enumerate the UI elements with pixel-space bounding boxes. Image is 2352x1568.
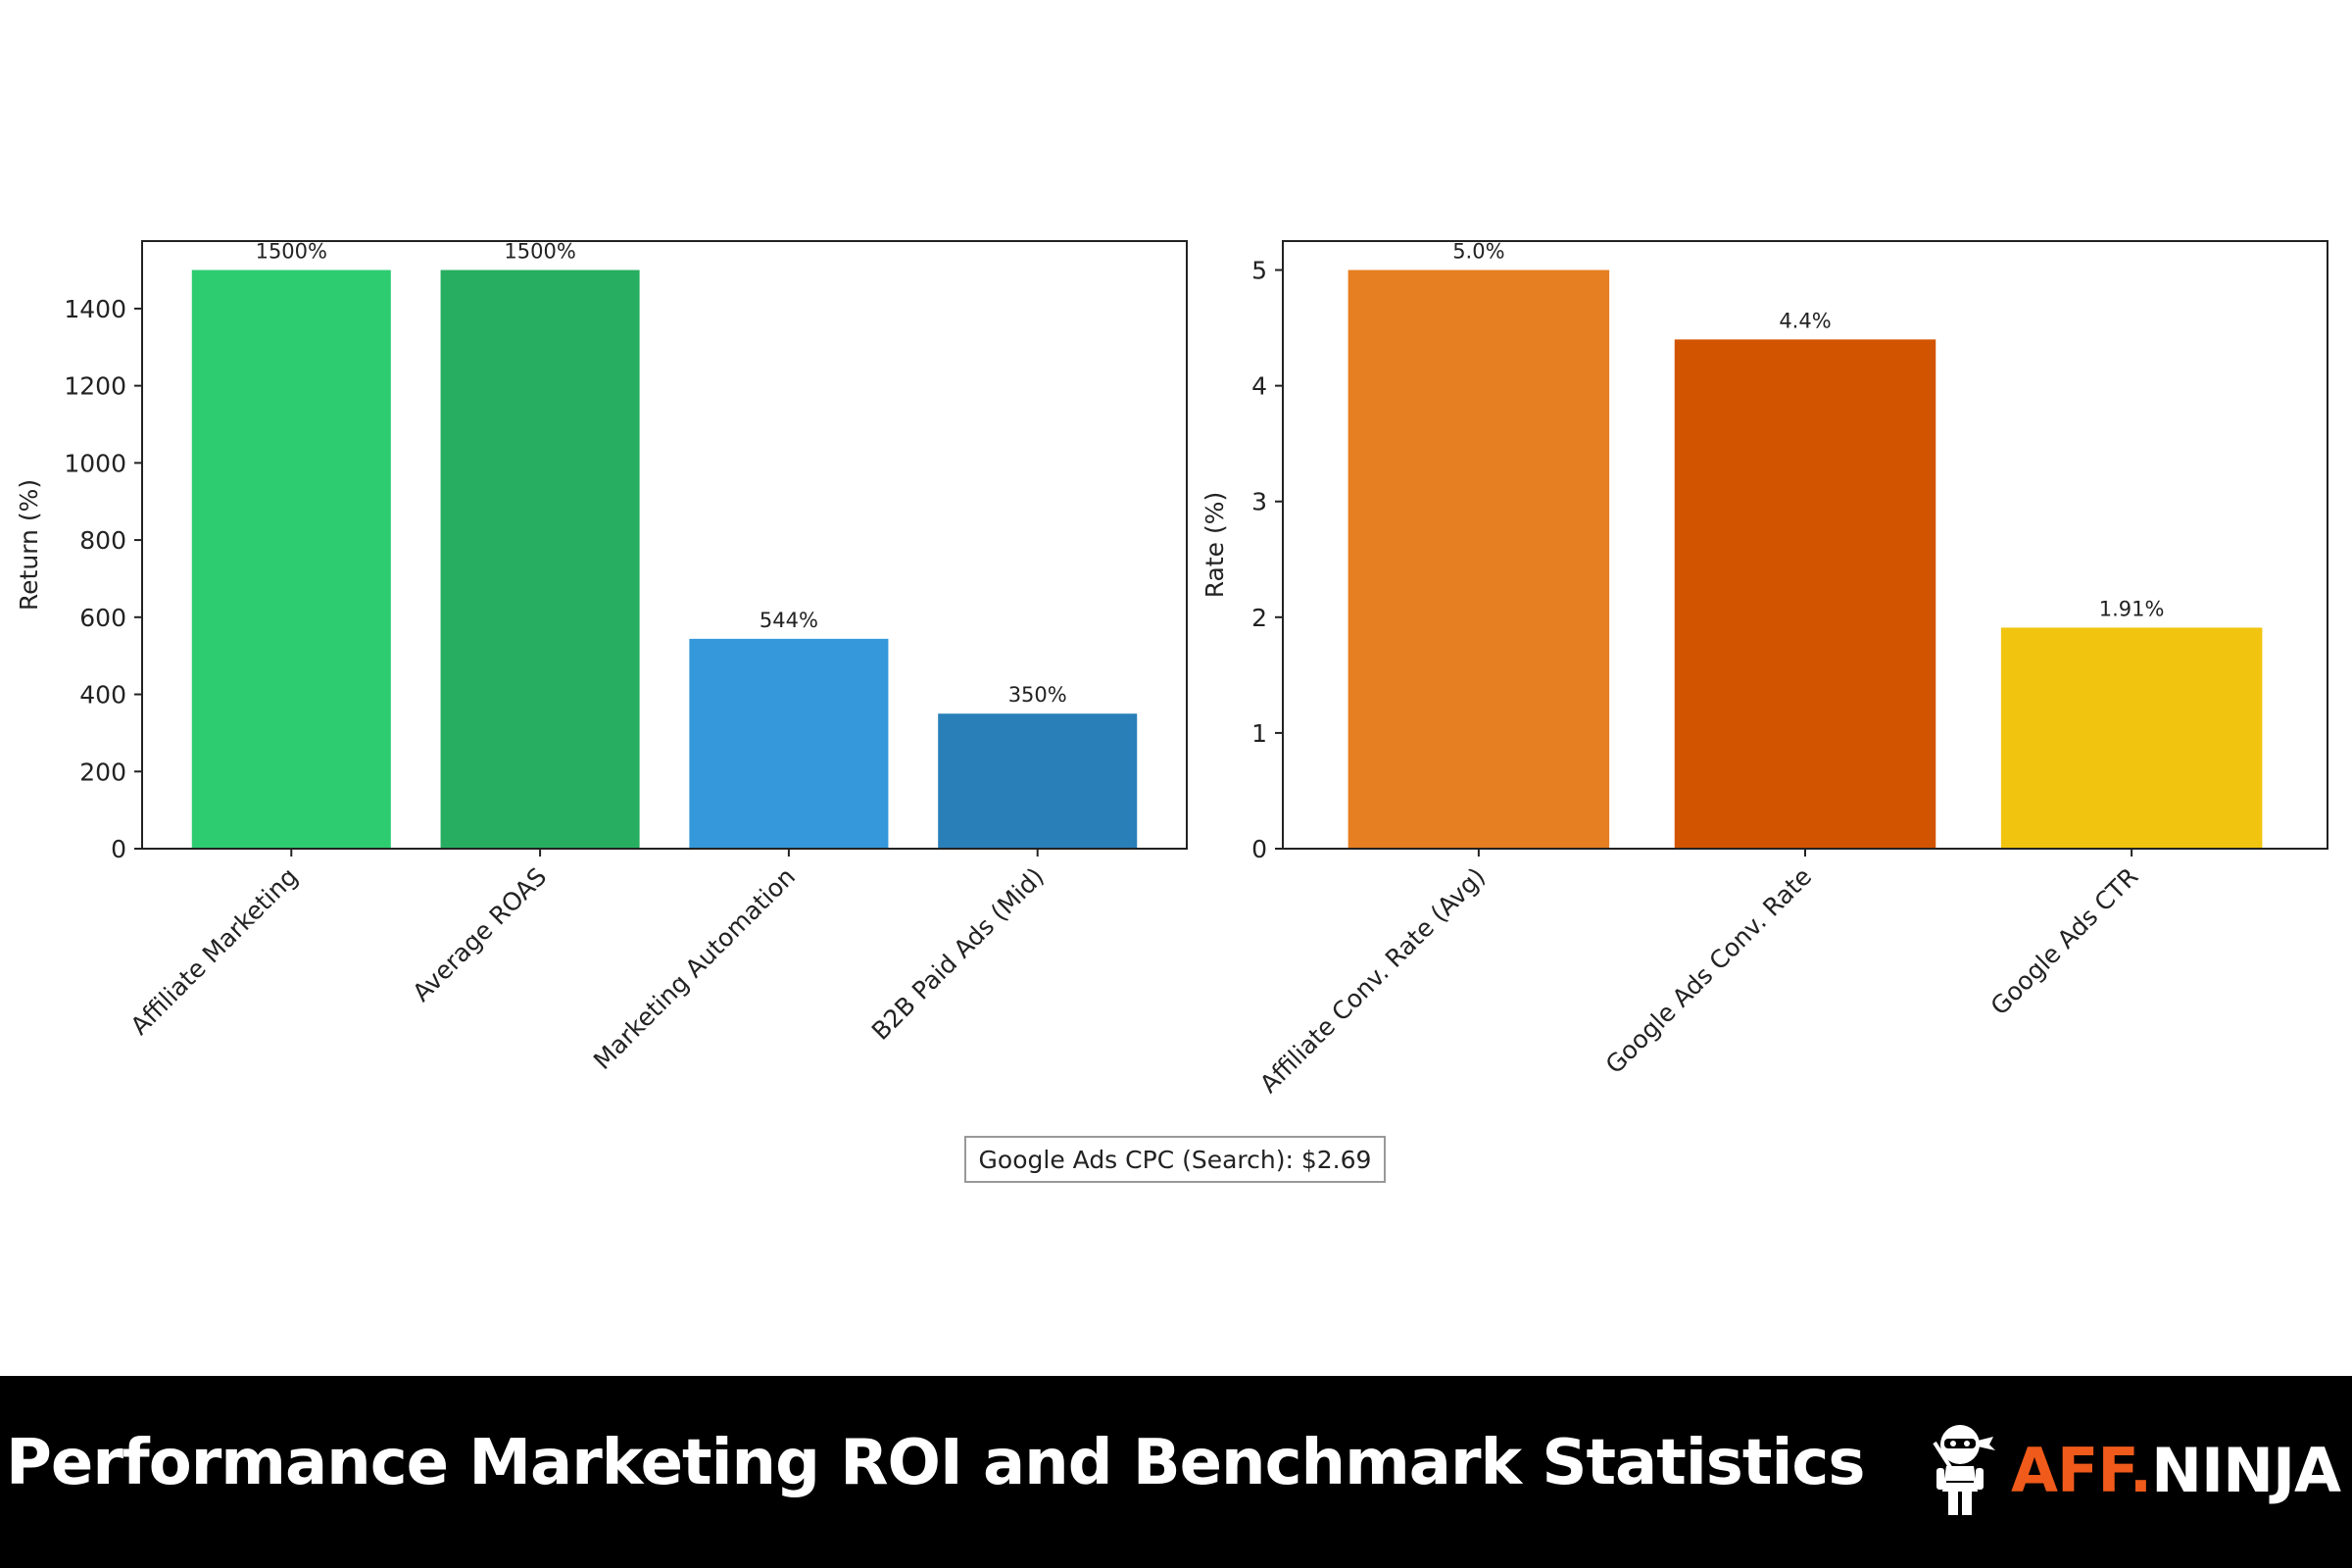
data-label: 1.91% xyxy=(2099,597,2165,620)
y-axis-label: Return (%) xyxy=(15,479,43,611)
x-tick-label: Google Ads Conv. Rate xyxy=(1600,862,1818,1080)
bar xyxy=(938,713,1138,849)
y-tick-label: 1400 xyxy=(64,295,126,323)
cpc-annotation: Google Ads CPC (Search): $2.69 xyxy=(964,1136,1386,1183)
y-tick-label: 0 xyxy=(111,835,126,863)
y-axis-label: Rate (%) xyxy=(1200,492,1229,599)
x-tick-label: Marketing Automation xyxy=(588,862,801,1075)
x-tick-label: Affiliate Conv. Rate (Avg) xyxy=(1254,862,1491,1099)
data-label: 1500% xyxy=(256,240,327,264)
bar xyxy=(1348,270,1610,849)
y-tick-label: 1000 xyxy=(64,449,126,477)
chart-panel-1: 1500% Affiliate Marketing 1500% Average ROA… xyxy=(15,240,1188,1075)
y-tick-label: 3 xyxy=(1251,488,1267,516)
y-tick-label: 600 xyxy=(79,604,126,632)
ninja-icon xyxy=(1933,1425,1995,1515)
data-label: 1500% xyxy=(504,240,575,264)
bar xyxy=(689,638,889,849)
footer-banner: Performance Marketing ROI and Benchmark … xyxy=(0,1376,2352,1568)
footer-title: Performance Marketing ROI and Benchmark … xyxy=(6,1427,1865,1499)
y-tick-label: 1 xyxy=(1251,719,1267,748)
data-label: 544% xyxy=(760,609,818,632)
aff-ninja-logo: AFF.NINJA xyxy=(1929,1411,2341,1529)
bar xyxy=(2000,627,2263,849)
bar xyxy=(440,270,640,849)
data-label: 350% xyxy=(1008,683,1067,707)
y-tick-label: 800 xyxy=(79,526,126,555)
y-tick-label: 2 xyxy=(1251,604,1267,632)
data-label: 4.4% xyxy=(1779,309,1831,332)
y-tick-label: 1200 xyxy=(64,372,126,401)
x-tick-label: Affiliate Marketing xyxy=(125,862,304,1041)
x-tick-label: Google Ads CTR xyxy=(1985,862,2144,1021)
bar xyxy=(1674,339,1936,849)
logo-ninja-text: NINJA xyxy=(2151,1434,2341,1506)
y-tick-label: 200 xyxy=(79,758,126,786)
x-tick-label: B2B Paid Ads (Mid) xyxy=(866,862,1050,1046)
logo-aff-text: AFF. xyxy=(2011,1434,2152,1506)
chart-panel-2: 5.0% Affiliate Conv. Rate (Avg) 4.4% Google… xyxy=(1200,240,2328,1099)
data-label: 5.0% xyxy=(1452,240,1504,264)
y-tick-label: 5 xyxy=(1251,257,1267,285)
x-tick-label: Average ROAS xyxy=(407,862,552,1007)
plot-frame xyxy=(141,240,1188,850)
y-tick-label: 4 xyxy=(1251,372,1267,401)
bar xyxy=(191,270,391,849)
y-tick-label: 400 xyxy=(79,681,126,710)
plot-frame xyxy=(1282,240,2328,850)
y-tick-label: 0 xyxy=(1251,835,1267,863)
